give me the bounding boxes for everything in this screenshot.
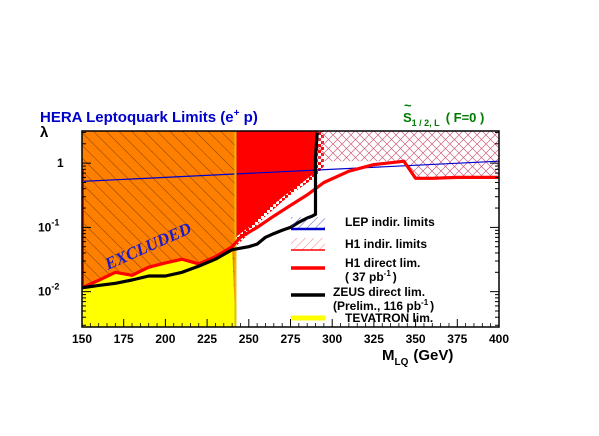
legend-label-h1-lumi: ( 37 pb-1) — [345, 269, 397, 284]
chart-title: HERA Leptoquark Limits (e+ p) — [40, 108, 258, 126]
x-tick-label: 275 — [280, 332, 300, 346]
legend-label-zeus-lumi: (Prelim., 116 pb-1) — [333, 298, 434, 313]
plot-area — [82, 131, 499, 327]
y-tick-base: 1 — [57, 156, 64, 170]
x-tick-label: 325 — [364, 332, 384, 346]
x-axis-ticks: 150 175 200 225 250 275 300 325 350 375 400 — [72, 319, 509, 346]
legend-swatch-h1-indir — [291, 238, 325, 250]
y-tick-base: 10 — [38, 220, 52, 234]
x-tick-label: 375 — [447, 332, 467, 346]
legend-label-lep: LEP indir. limits — [345, 215, 435, 229]
y-tick-base: 10 — [38, 285, 52, 299]
x-tick-label: 225 — [197, 332, 217, 346]
legend: LEP indir. limits H1 indir. limits H1 di… — [291, 215, 435, 325]
x-tick-label: 250 — [239, 332, 259, 346]
legend-label-h1-direct: H1 direct lim. — [345, 256, 420, 270]
legend-label-zeus: ZEUS direct lim. — [333, 285, 425, 299]
y-tick-exponent: -2 — [51, 282, 59, 292]
y-tick-label: 10-2 — [38, 282, 59, 299]
chart-subtitle: S1 / 2, L( F=0 ) — [403, 110, 484, 128]
lep-indirect-limit-line — [82, 160, 499, 182]
y-tick-exponent: -1 — [51, 217, 59, 227]
subtitle-tilde: ~ — [404, 98, 412, 113]
x-tick-label: 400 — [489, 332, 509, 346]
y-axis-ticks: 110-110-2 — [38, 131, 499, 326]
h1-indirect-hatch-left — [235, 131, 318, 162]
h1-indirect-region — [317, 131, 499, 179]
legend-label-h1-indir: H1 indir. limits — [345, 237, 427, 251]
x-axis-label: MLQ (GeV) — [382, 347, 453, 368]
y-tick-label: 10-1 — [38, 217, 59, 234]
y-axis-label: λ — [40, 124, 49, 141]
x-tick-label: 200 — [155, 332, 175, 346]
h1-direct-limit-line — [82, 159, 499, 290]
x-tick-label: 350 — [406, 332, 426, 346]
x-tick-label: 300 — [322, 332, 342, 346]
legend-swatch-lep — [291, 217, 325, 229]
legend-label-tevatron: TEVATRON lim. — [345, 311, 433, 325]
y-tick-label: 1 — [57, 156, 64, 170]
x-tick-label: 150 — [72, 332, 92, 346]
x-tick-label: 175 — [114, 332, 134, 346]
